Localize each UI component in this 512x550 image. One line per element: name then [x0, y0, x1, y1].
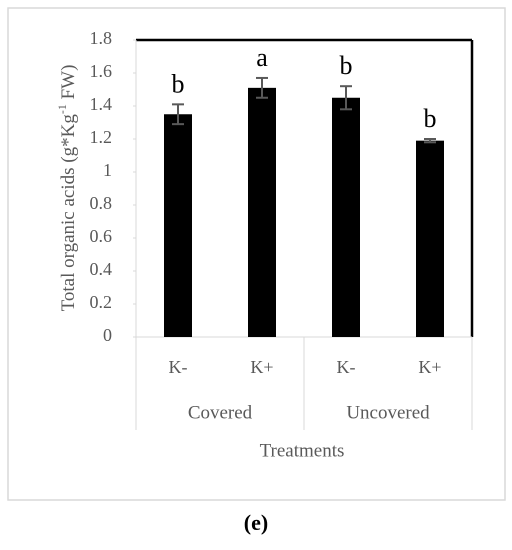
significance-letter: a — [256, 43, 268, 72]
y-tick-label: 1.2 — [90, 127, 113, 147]
y-tick-label: 1 — [103, 160, 112, 180]
bar — [332, 97, 360, 337]
bar — [416, 140, 444, 337]
y-axis-label-part: Total organic acids (g*Kg — [58, 114, 79, 312]
bar — [164, 114, 192, 337]
group-label: Covered — [188, 402, 253, 423]
y-tick-label: 0.4 — [90, 259, 113, 279]
y-axis-label: Total organic acids (g*Kg-1 FW) — [55, 65, 80, 312]
y-tick-label: 0.2 — [90, 292, 113, 312]
x-tick-label: K+ — [250, 357, 273, 377]
y-tick-label: 1.8 — [90, 28, 113, 48]
x-axis-label: Treatments — [260, 440, 345, 461]
y-tick-label: 0 — [103, 325, 112, 345]
y-tick-label: 0.8 — [90, 193, 113, 213]
significance-letter: b — [424, 104, 437, 133]
y-axis-label-part: FW) — [58, 65, 79, 105]
x-tick-label: K- — [169, 357, 188, 377]
y-axis-label-sup: -1 — [55, 104, 69, 114]
x-tick-label: K- — [337, 357, 356, 377]
y-tick-label: 0.6 — [90, 226, 113, 246]
group-label: Uncovered — [346, 402, 430, 423]
bar — [248, 87, 276, 337]
y-tick-label: 1.6 — [90, 61, 113, 81]
significance-letter: b — [340, 51, 353, 80]
chart-frame — [7, 7, 506, 501]
caption: (e) — [244, 510, 268, 535]
y-tick-label: 1.4 — [90, 94, 113, 114]
significance-letter: b — [172, 69, 185, 98]
x-tick-label: K+ — [418, 357, 441, 377]
